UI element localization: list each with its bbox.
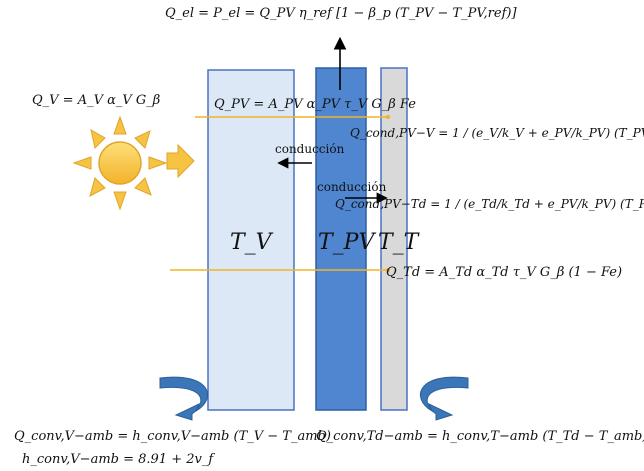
layer-label-v: T_V: [230, 230, 272, 255]
layer-label-pv: T_PV: [318, 230, 375, 255]
heat-arrow-icon: [166, 143, 195, 179]
equation-h-conv-v-amb: h_conv,V−amb = 8.91 + 2v_f: [22, 452, 214, 467]
equation-q-conv-v-amb: Q_conv,V−amb = h_conv,V−amb (T_V − T_amb…: [14, 429, 331, 444]
curved-arrow-left-icon: [159, 376, 209, 421]
equation-q-conv-td-amb: Q_conv,Td−amb = h_conv,T−amb (T_Td − T_a…: [316, 429, 644, 444]
glass-layer: [207, 69, 295, 411]
curved-arrow-right-icon: [419, 376, 469, 421]
layer-label-t: T_T: [378, 230, 419, 255]
conduction-label-2: conducción: [317, 180, 387, 194]
conduction-label-1: conducción: [275, 142, 345, 156]
ray-lower-end: [386, 268, 390, 272]
ray-upper-end: [386, 115, 390, 119]
sun-icon: [72, 115, 168, 211]
equation-q-td: Q_Td = A_Td α_Td τ_V G_β (1 − Fe): [386, 265, 623, 280]
equation-q-pv: Q_PV = A_PV α_PV τ_V G_β Fe: [214, 97, 416, 112]
equation-q-cond-pv-v: Q_cond,PV−V = 1 / (e_V/k_V + e_PV/k_PV) …: [350, 126, 644, 140]
thermal-layer: [380, 67, 408, 411]
equation-q-cond-pv-td: Q_cond,PV−Td = 1 / (e_Td/k_Td + e_PV/k_P…: [335, 197, 644, 211]
equation-q-v: Q_V = A_V α_V G_β: [32, 93, 161, 108]
equation-q-el: Q_el = P_el = Q_PV η_ref [1 − β_p (T_PV …: [165, 6, 517, 21]
pv-layer: [315, 67, 367, 411]
